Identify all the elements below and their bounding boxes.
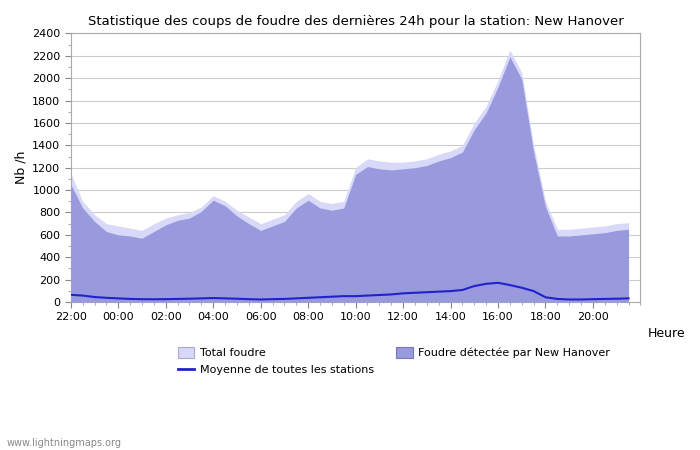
Text: www.lightningmaps.org: www.lightningmaps.org bbox=[7, 438, 122, 448]
Title: Statistique des coups de foudre des dernières 24h pour la station: New Hanover: Statistique des coups de foudre des dern… bbox=[88, 15, 624, 28]
Text: Heure: Heure bbox=[648, 327, 685, 340]
Y-axis label: Nb /h: Nb /h bbox=[15, 151, 28, 184]
Legend: Total foudre, Moyenne de toutes les stations, Foudre détectée par New Hanover: Total foudre, Moyenne de toutes les stat… bbox=[173, 342, 615, 380]
